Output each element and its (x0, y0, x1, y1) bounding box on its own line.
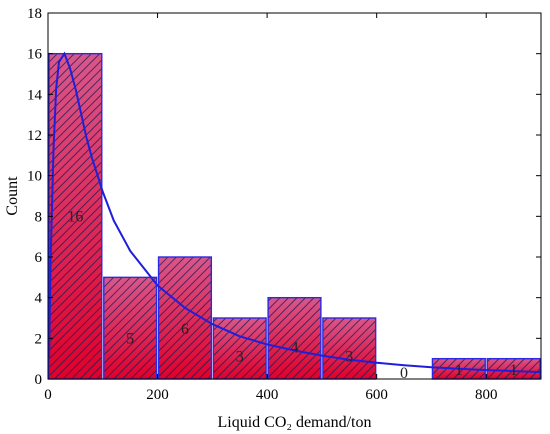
y-tick-label: 16 (27, 47, 43, 63)
x-tick-label: 600 (365, 387, 388, 403)
x-tick-label: 200 (146, 387, 169, 403)
bar-label-2: 6 (181, 321, 189, 338)
fit-curve-layer (48, 51, 542, 374)
bar-hatch-5 (322, 318, 376, 379)
bar-hatch-1 (103, 277, 157, 379)
y-tick-label: 12 (27, 128, 42, 144)
bar-labels-layer: 16 5 6 3 4 3 0 1 1 (67, 208, 517, 382)
y-axis-label: Count (4, 176, 21, 216)
bar-label-5: 3 (345, 349, 353, 366)
bar-label-6: 0 (400, 365, 408, 382)
bar-label-1: 5 (126, 330, 134, 347)
bar-label-3: 3 (236, 349, 244, 366)
x-tick-label: 400 (256, 387, 279, 403)
bar-hatch-4 (268, 297, 321, 379)
bar-hatch-0 (49, 53, 102, 380)
bar-label-4: 4 (291, 339, 299, 356)
y-tick-label: 10 (27, 169, 42, 185)
bar-label-7: 1 (455, 362, 463, 379)
x-tick-label: 800 (475, 387, 498, 403)
bar-label-8: 1 (510, 362, 518, 379)
plot-frame (47, 12, 542, 380)
bar-hatch-8 (487, 358, 540, 379)
bar-label-0: 16 (67, 208, 83, 225)
y-tick-label: 2 (35, 331, 43, 347)
y-tick-label: 14 (27, 87, 43, 103)
x-axis: 0 200 400 600 800 (44, 13, 497, 403)
y-tick-label: 8 (35, 209, 43, 225)
y-tick-label: 18 (27, 6, 42, 22)
x-tick-label: 0 (44, 387, 52, 403)
x-axis-label: Liquid CO₂ demand/ton (217, 414, 371, 431)
y-tick-label: 6 (35, 250, 43, 266)
bars-layer (48, 52, 541, 380)
fit-curve-line (48, 51, 542, 374)
y-tick-label: 4 (35, 291, 43, 307)
y-tick-label: 0 (35, 372, 43, 388)
